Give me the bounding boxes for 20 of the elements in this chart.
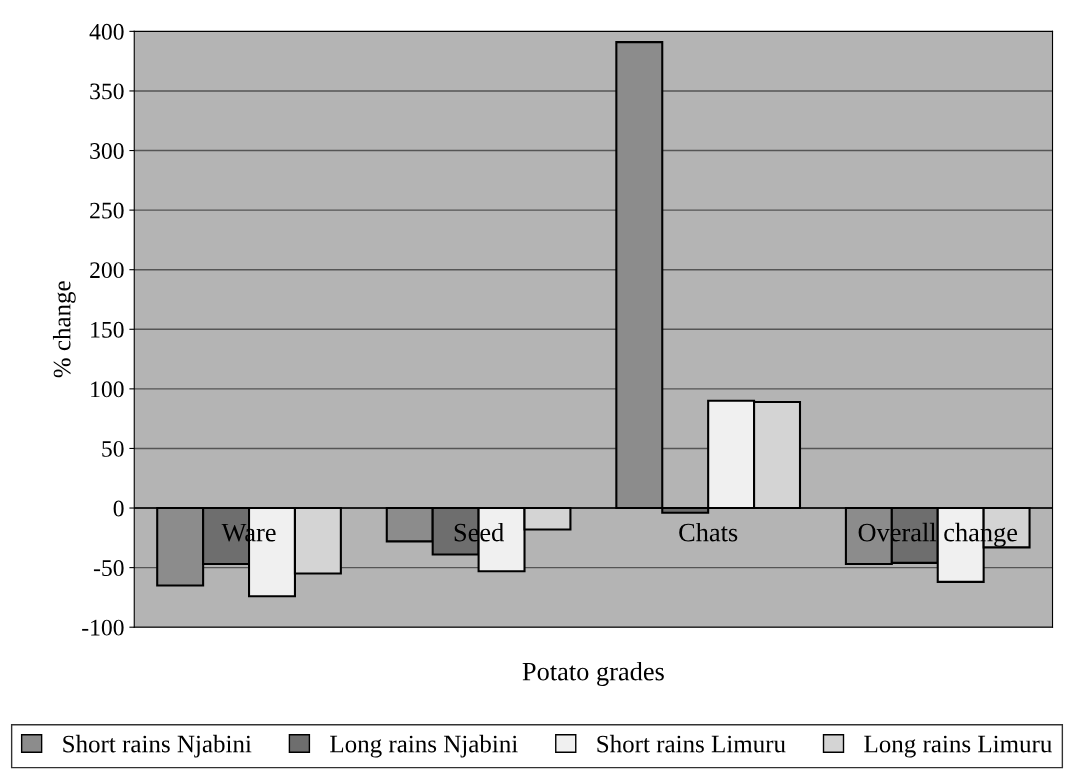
y-tick-label: 150 bbox=[91, 321, 124, 338]
legend-label: Long rains Njabini bbox=[330, 734, 518, 758]
y-tick-label: -50 bbox=[93, 560, 124, 577]
y-tick-label: 0 bbox=[113, 500, 124, 517]
y-tick-label: 200 bbox=[90, 262, 124, 279]
x-tick-label: Seed bbox=[454, 522, 504, 542]
y-tick-label: 350 bbox=[90, 83, 124, 100]
legend-label: Long rains Limuru bbox=[864, 735, 1052, 758]
legend-label: Short rains Limuru bbox=[597, 734, 786, 753]
legend-label: Short rains Njabini bbox=[63, 734, 252, 758]
x-tick-label: Chats bbox=[679, 522, 738, 542]
y-tick-label: 50 bbox=[102, 440, 124, 457]
y-tick-label: 100 bbox=[91, 381, 124, 398]
y-tick-label: -100 bbox=[82, 619, 124, 636]
x-axis-title: Potato grades bbox=[522, 661, 664, 686]
y-tick-label: 250 bbox=[90, 202, 124, 219]
y-tick-label: 400 bbox=[89, 23, 124, 40]
x-tick-label: Ware bbox=[221, 523, 276, 542]
y-tick-label: 300 bbox=[90, 143, 124, 159]
y-axis-title: % change bbox=[52, 281, 76, 378]
